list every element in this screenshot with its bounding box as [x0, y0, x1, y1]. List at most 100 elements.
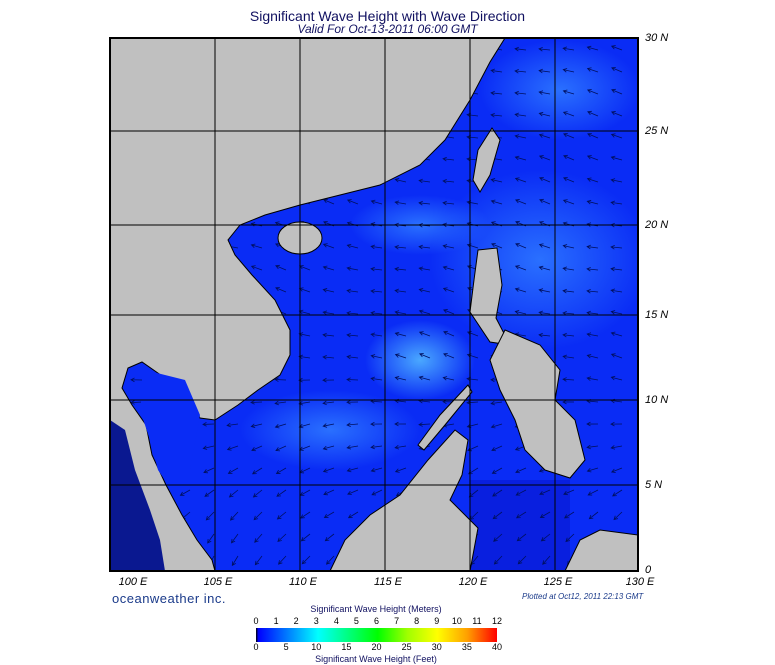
- wave-arrow: [490, 68, 503, 74]
- wave-arrow: [394, 445, 407, 450]
- wave-arrow: [514, 265, 527, 271]
- wave-arrow: [418, 288, 431, 293]
- wave-arrow: [250, 265, 263, 271]
- wave-arrow: [514, 309, 527, 315]
- wave-arrow: [562, 354, 575, 360]
- wave-arrow: [370, 310, 383, 316]
- wave-arrow: [538, 155, 551, 161]
- wave-arrow: [322, 354, 335, 360]
- wave-arrow: [370, 266, 383, 272]
- wave-arrow: [562, 310, 575, 316]
- wave-arrow: [490, 400, 503, 406]
- wave-arrow: [514, 177, 527, 183]
- wave-arrow: [490, 90, 503, 96]
- wave-arrow: [490, 423, 503, 429]
- wave-arrow: [370, 199, 383, 205]
- wave-arrow: [394, 244, 407, 250]
- wave-arrow: [275, 467, 287, 474]
- wave-arrow: [346, 422, 359, 427]
- wave-arrow: [514, 112, 527, 118]
- wave-arrow: [418, 178, 431, 184]
- wave-arrow: [226, 445, 239, 451]
- wave-arrow: [346, 199, 359, 205]
- wave-arrow: [346, 310, 359, 316]
- wave-arrow: [564, 511, 575, 519]
- wave-arrow: [276, 489, 287, 497]
- wave-arrow: [231, 555, 239, 567]
- wave-arrow: [514, 199, 527, 205]
- wave-arrow: [394, 421, 407, 427]
- wave-arrow: [540, 533, 551, 542]
- wave-arrow: [610, 331, 623, 337]
- land-andaman-coast: [110, 420, 165, 571]
- wave-arrow: [610, 421, 623, 427]
- land-visayas-mindanao: [489, 329, 586, 479]
- wave-arrow: [562, 68, 575, 73]
- lon-label: 105 E: [203, 576, 233, 588]
- wave-arrow: [322, 332, 335, 338]
- lon-label: 130 E: [625, 576, 655, 588]
- wave-arrow: [586, 67, 599, 73]
- lat-label: 10 N: [645, 394, 669, 406]
- wave-arrow: [394, 310, 407, 315]
- wave-arrow: [586, 332, 599, 337]
- wave-arrow: [347, 511, 359, 519]
- wave-arrow: [371, 489, 383, 496]
- wave-arrow: [586, 467, 599, 473]
- wave-arrow: [610, 178, 623, 183]
- wave-arrow: [562, 399, 575, 405]
- meter-tick: 9: [434, 616, 440, 626]
- wave-arrow: [565, 533, 575, 543]
- wave-arrow: [229, 511, 239, 521]
- wave-arrow: [394, 200, 407, 205]
- wave-arrow: [562, 377, 575, 382]
- wave-arrow: [538, 68, 551, 74]
- wave-arrow: [418, 331, 431, 337]
- wave-arrow: [562, 266, 575, 272]
- wave-arrow: [562, 288, 575, 294]
- feet-tick: 25: [401, 642, 412, 652]
- wave-arrow: [562, 199, 575, 205]
- wave-arrow: [538, 46, 551, 52]
- wave-arrow: [300, 533, 311, 542]
- wave-arrow: [442, 178, 455, 184]
- wave-arrow: [252, 489, 263, 498]
- lat-label: 30 N: [645, 32, 669, 44]
- wave-arrow: [466, 400, 479, 405]
- wave-arrow: [298, 332, 311, 337]
- wave-arrow: [586, 376, 599, 381]
- wave-arrow: [346, 354, 359, 360]
- wave-arrow: [394, 178, 407, 183]
- wave-arrow: [322, 288, 335, 293]
- land: [110, 38, 638, 571]
- wave-arrow: [250, 243, 263, 249]
- wave-arrow: [538, 133, 551, 139]
- wave-arrow: [325, 555, 335, 565]
- wave-arrow: [443, 352, 455, 359]
- meter-tick: 1: [273, 616, 279, 626]
- wave-arrow: [346, 399, 359, 405]
- feet-tick: 40: [491, 642, 502, 652]
- wave-arrow: [611, 88, 623, 95]
- wave-arrow: [515, 511, 527, 519]
- wave-arrow: [322, 243, 335, 249]
- wave-arrow: [443, 309, 455, 315]
- wave-arrow: [514, 155, 527, 161]
- wave-arrow: [324, 533, 335, 542]
- wave-arrow: [586, 288, 599, 294]
- wave-arrow: [323, 511, 335, 518]
- map-frame: [109, 37, 639, 572]
- meter-tick: 10: [451, 616, 462, 626]
- wave-arrow: [516, 533, 527, 542]
- lat-label: 20 N: [645, 219, 669, 231]
- lon-label: 100 E: [118, 576, 148, 588]
- wave-arrow: [418, 244, 431, 250]
- wave-arrow: [443, 330, 455, 337]
- meter-tick: 5: [353, 616, 359, 626]
- wave-arrow: [538, 332, 551, 338]
- wave-arrow: [538, 90, 551, 95]
- wave-arrow: [538, 243, 551, 249]
- wave-arrow: [250, 423, 263, 429]
- wave-arrow: [610, 45, 623, 51]
- wave-arrow: [515, 467, 527, 474]
